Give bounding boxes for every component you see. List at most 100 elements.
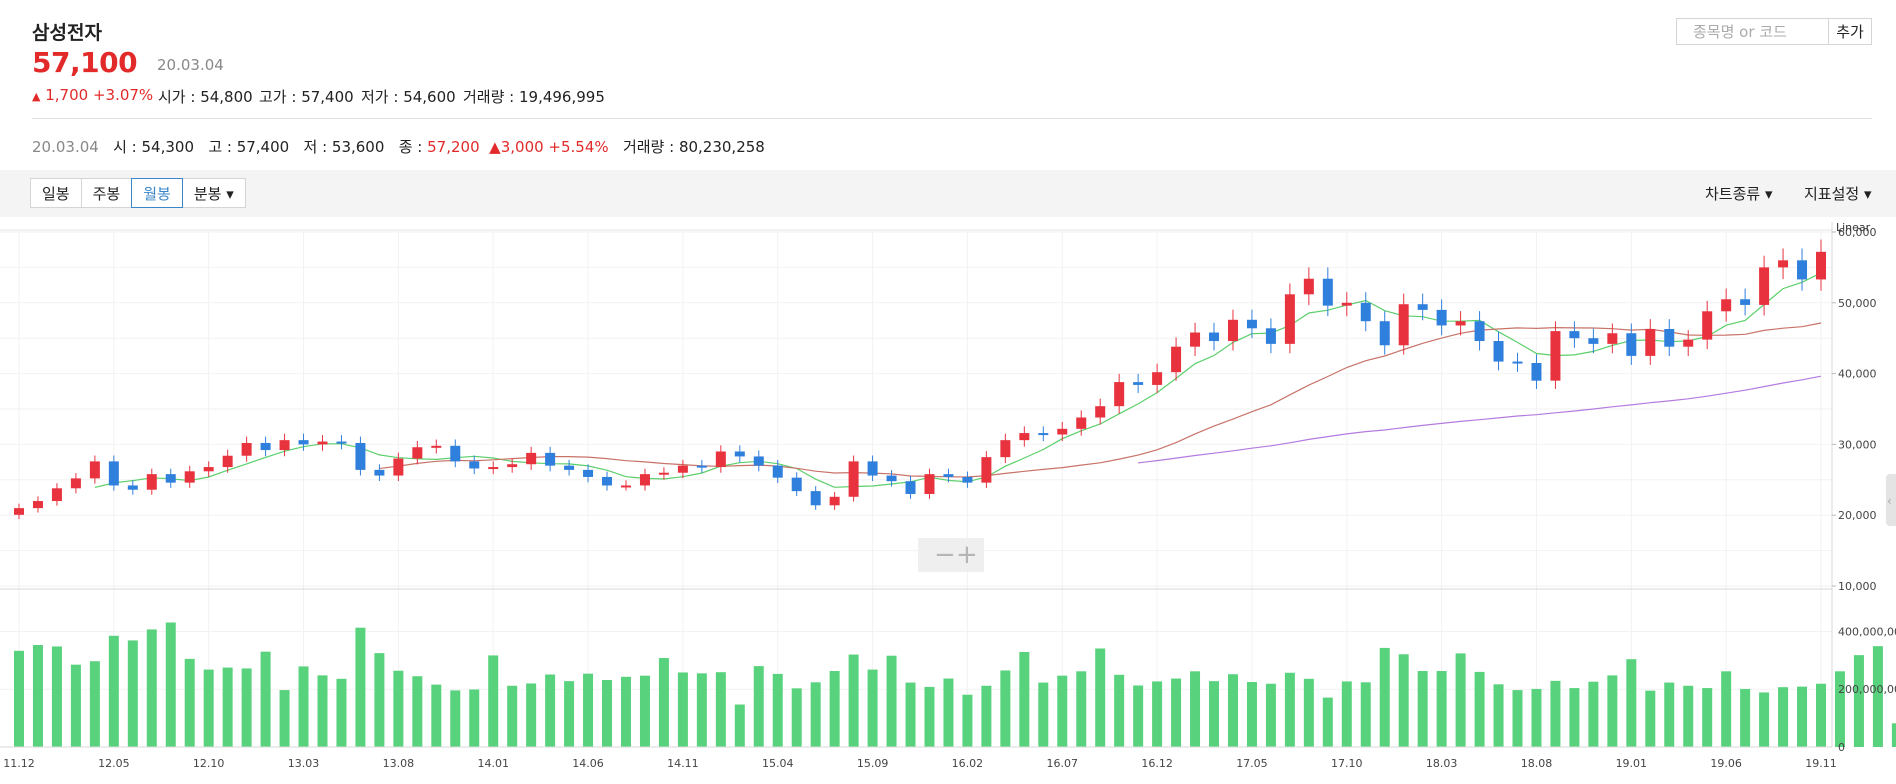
add-button[interactable]: 추가 [1828, 18, 1872, 45]
candle [1455, 321, 1466, 326]
candle [772, 465, 783, 478]
chevron-left-icon[interactable]: ‹ [1887, 494, 1892, 508]
candle [1171, 346, 1182, 373]
moving-averages [94, 272, 1822, 488]
ma5-line [94, 272, 1822, 488]
stock-chart[interactable]: 11.12 12.05 12.10 13.03 13.08 14.01 14.06 14.11… [0, 222, 1896, 784]
volume-bar [1209, 681, 1220, 747]
tab-monthly[interactable]: 월봉 [131, 178, 183, 208]
volume-bar [715, 672, 726, 747]
price-change: ▲ 1,700 +3.07% [32, 86, 153, 104]
volume-bar [1797, 686, 1808, 747]
volume-bar [1436, 671, 1447, 747]
candle [810, 491, 821, 506]
volume-bar [507, 685, 518, 747]
candle [1474, 321, 1485, 342]
volume-bar [1702, 688, 1713, 747]
volume-bar [1588, 681, 1599, 747]
zoom-in-button[interactable]: + [956, 540, 978, 570]
candle [241, 442, 252, 456]
chart-type-dropdown[interactable]: 차트종류 ▾ [1705, 185, 1773, 203]
volume-bar [393, 670, 404, 747]
side-panel-toggle-bg[interactable] [1886, 474, 1896, 526]
candle [1816, 251, 1826, 280]
volume-bar [1190, 671, 1201, 747]
x-tick-label: 14.11 [667, 757, 699, 770]
volume-bar [298, 666, 309, 747]
volume-bar [1360, 682, 1371, 747]
volume-bar [1322, 697, 1333, 747]
volume-bar [1645, 690, 1656, 747]
stock-name: 삼성전자 [32, 22, 102, 44]
volume-bar [165, 622, 176, 747]
tab-minute[interactable]: 분봉 ▾ [181, 178, 246, 208]
scale-type-label: Linear [1836, 222, 1871, 234]
volume-bar [488, 655, 499, 747]
zoom-out-button[interactable]: − [934, 540, 956, 570]
volume-bar [545, 674, 556, 747]
candle [1702, 311, 1713, 340]
candle [943, 474, 954, 477]
volume-bar [1569, 688, 1580, 747]
candle [89, 461, 100, 479]
volume-bar [1152, 681, 1163, 747]
candle [1152, 372, 1163, 385]
volume-bar [374, 653, 385, 747]
candle [715, 451, 726, 468]
volume-bar [184, 658, 195, 747]
candle [1721, 299, 1732, 312]
volume-bar [829, 671, 840, 747]
y-tick-label: 20,000 [1838, 509, 1877, 522]
candle [393, 458, 404, 476]
candle [1000, 440, 1011, 458]
current-price: 57,100 [32, 46, 138, 79]
candle [1360, 302, 1371, 322]
side-panel-toggle[interactable]: ‹ [1886, 474, 1896, 526]
volume-bar [924, 686, 935, 747]
volume-bar [1341, 681, 1352, 747]
candle [1209, 332, 1220, 342]
candle [1797, 260, 1808, 280]
candle [1265, 328, 1276, 344]
volume-bar [241, 668, 252, 747]
indicator-settings-dropdown[interactable]: 지표설정 ▾ [1804, 185, 1872, 203]
candle [70, 478, 81, 489]
candle [14, 508, 24, 515]
ma20-line [379, 322, 1822, 478]
candle [412, 447, 423, 459]
candle [1246, 319, 1257, 329]
candle [848, 461, 859, 497]
chart-axes: 11.12 12.05 12.10 13.03 13.08 14.01 14.06 14.11… [0, 222, 1896, 770]
quote-date: 20.03.04 [157, 56, 224, 74]
volume-bar [431, 684, 442, 747]
volume-bar [1834, 671, 1845, 747]
candle [1664, 328, 1675, 347]
y-tick-label: 50,000 [1838, 297, 1877, 310]
x-tick-label: 16.02 [952, 757, 984, 770]
candle [1398, 304, 1409, 346]
chart-toolbar [0, 170, 1896, 217]
x-tick-label: 13.08 [383, 757, 415, 770]
candle [1076, 417, 1087, 429]
zoom-controls: − + [918, 538, 984, 572]
tab-daily[interactable]: 일봉 [30, 178, 82, 208]
volume-bar [1379, 647, 1390, 747]
volume-bar [450, 690, 461, 747]
x-tick-label: 13.03 [288, 757, 320, 770]
change-value: 1,700 +3.07% [45, 86, 154, 104]
volume-bar [867, 669, 878, 747]
candle [905, 481, 916, 494]
candle [203, 467, 214, 472]
x-tick-label: 19.01 [1616, 757, 1648, 770]
volume-bar [1398, 654, 1409, 747]
candle [469, 461, 480, 469]
x-tick-label: 11.12 [3, 757, 35, 770]
volume-bar [279, 690, 290, 747]
candle [639, 474, 650, 486]
search-input[interactable]: 종목명 or 코드 [1676, 18, 1828, 45]
volume-bar [469, 689, 480, 747]
tab-weekly[interactable]: 주봉 [80, 178, 133, 208]
x-tick-label: 18.03 [1426, 757, 1458, 770]
x-tick-label: 19.06 [1710, 757, 1742, 770]
volume-bar [203, 669, 214, 747]
